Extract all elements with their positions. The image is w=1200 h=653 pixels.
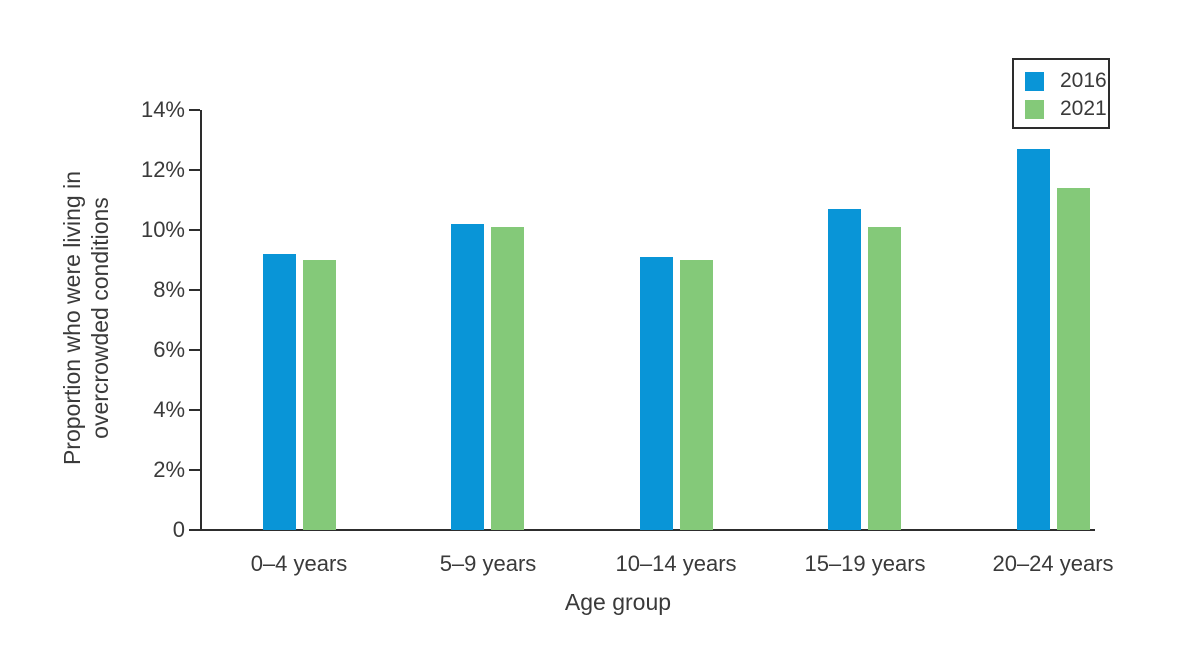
y-tick-mark bbox=[189, 409, 200, 411]
bar-2016-5-9- bbox=[451, 224, 484, 530]
legend-swatch-2016 bbox=[1025, 71, 1044, 91]
y-tick-mark bbox=[189, 469, 200, 471]
legend-item-2021: 2021 bbox=[1025, 98, 1108, 120]
x-axis-category-label: 10–14 years bbox=[615, 551, 737, 576]
x-axis-category-label: 20–24 years bbox=[992, 551, 1114, 576]
bar-2021-0-4- bbox=[303, 260, 336, 530]
bar-2016-15-19- bbox=[828, 209, 861, 530]
legend-item-2016: 2016 bbox=[1025, 70, 1108, 92]
legend-label-2021: 2021 bbox=[1060, 97, 1107, 120]
bar-2021-5-9- bbox=[491, 227, 524, 530]
y-tick-mark bbox=[189, 289, 200, 291]
bar-2021-15-19- bbox=[868, 227, 901, 530]
y-tick-mark bbox=[189, 169, 200, 171]
legend: 2016 2021 bbox=[1012, 58, 1110, 129]
x-axis-category-label: 0–4 years bbox=[250, 551, 348, 576]
x-axis-title: Age group bbox=[564, 589, 672, 615]
y-tick-label: 2% bbox=[153, 457, 185, 482]
y-tick-mark bbox=[189, 109, 200, 111]
legend-label-2016: 2016 bbox=[1060, 69, 1107, 92]
y-tick-label: 4% bbox=[153, 397, 185, 422]
y-axis-line bbox=[200, 110, 202, 531]
bar-2016-20-24- bbox=[1017, 149, 1050, 530]
y-tick-label: 8% bbox=[153, 277, 185, 302]
y-tick-label: 6% bbox=[153, 337, 185, 362]
y-tick-mark bbox=[189, 529, 200, 531]
y-tick-mark bbox=[189, 229, 200, 231]
legend-swatch-2021 bbox=[1025, 99, 1044, 119]
x-axis-line bbox=[200, 529, 1095, 531]
y-tick-label: 12% bbox=[140, 157, 185, 182]
bar-2021-10-14- bbox=[680, 260, 713, 530]
y-tick-label: 10% bbox=[140, 217, 185, 242]
x-axis-category-label: 15–19 years bbox=[804, 551, 926, 576]
y-tick-label: 14% bbox=[140, 97, 185, 122]
bar-2016-10-14- bbox=[640, 257, 673, 530]
bar-2016-0-4- bbox=[263, 254, 296, 530]
y-tick-label: 0 bbox=[172, 517, 185, 542]
y-tick-mark bbox=[189, 349, 200, 351]
x-axis-category-label: 5–9 years bbox=[439, 551, 537, 576]
bar-2021-20-24- bbox=[1057, 188, 1090, 530]
